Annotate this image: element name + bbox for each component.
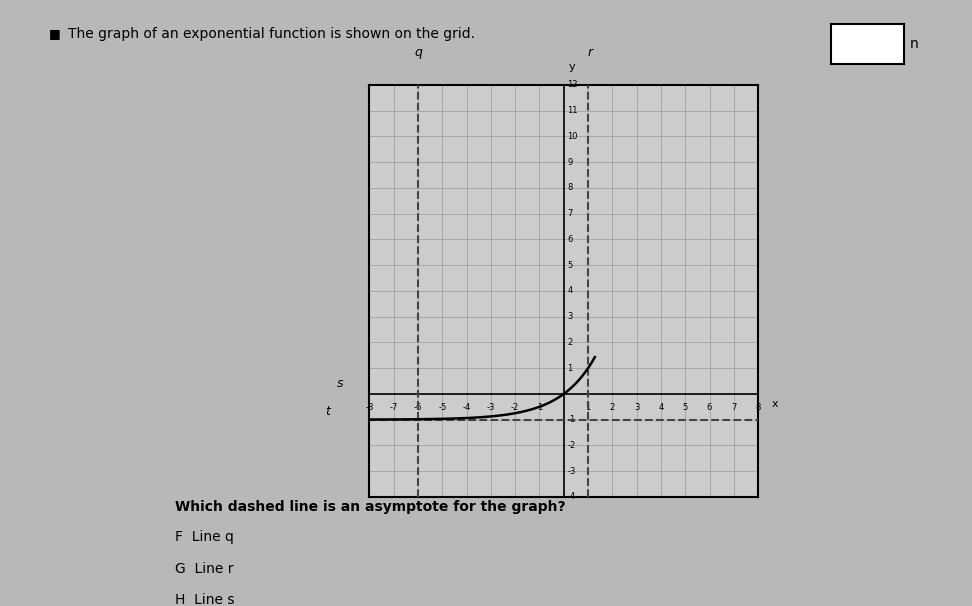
Text: 2: 2: [568, 338, 573, 347]
Text: H  Line s: H Line s: [175, 593, 234, 606]
Text: t: t: [326, 405, 330, 418]
Text: 7: 7: [731, 403, 737, 412]
Text: 5: 5: [568, 261, 573, 270]
Text: 2: 2: [609, 403, 615, 412]
Text: q: q: [414, 46, 422, 59]
Text: n: n: [909, 36, 919, 51]
Text: y: y: [569, 62, 575, 72]
Text: 4: 4: [658, 403, 664, 412]
Text: -2: -2: [511, 403, 519, 412]
Text: 3: 3: [634, 403, 640, 412]
Text: s: s: [337, 377, 343, 390]
Text: -3: -3: [568, 467, 575, 476]
Text: 7: 7: [568, 209, 573, 218]
Text: x: x: [772, 399, 779, 409]
Text: G  Line r: G Line r: [175, 562, 233, 576]
Text: -3: -3: [487, 403, 495, 412]
Text: -8: -8: [365, 403, 373, 412]
Text: -5: -5: [438, 403, 446, 412]
Text: 12: 12: [568, 81, 578, 89]
Text: -2: -2: [568, 441, 575, 450]
Text: 8: 8: [755, 403, 761, 412]
Text: 8: 8: [568, 184, 573, 192]
Text: 3: 3: [568, 312, 573, 321]
Text: 6: 6: [568, 235, 573, 244]
Text: 4: 4: [568, 287, 573, 295]
Text: -4: -4: [568, 493, 575, 501]
Text: r: r: [588, 46, 593, 59]
Text: 10: 10: [568, 132, 578, 141]
Text: -1: -1: [536, 403, 543, 412]
Text: 5: 5: [682, 403, 688, 412]
Text: 1: 1: [568, 364, 573, 373]
Text: 1: 1: [585, 403, 591, 412]
Text: The graph of an exponential function is shown on the grid.: The graph of an exponential function is …: [68, 27, 475, 41]
Text: ■: ■: [49, 27, 60, 40]
Text: 11: 11: [568, 106, 578, 115]
Text: F  Line q: F Line q: [175, 530, 234, 544]
Text: -1: -1: [568, 415, 575, 424]
Text: 6: 6: [707, 403, 712, 412]
Text: 9: 9: [568, 158, 573, 167]
Text: Which dashed line is an asymptote for the graph?: Which dashed line is an asymptote for th…: [175, 500, 566, 514]
Text: -4: -4: [463, 403, 470, 412]
Text: -7: -7: [390, 403, 398, 412]
Text: -6: -6: [414, 403, 422, 412]
